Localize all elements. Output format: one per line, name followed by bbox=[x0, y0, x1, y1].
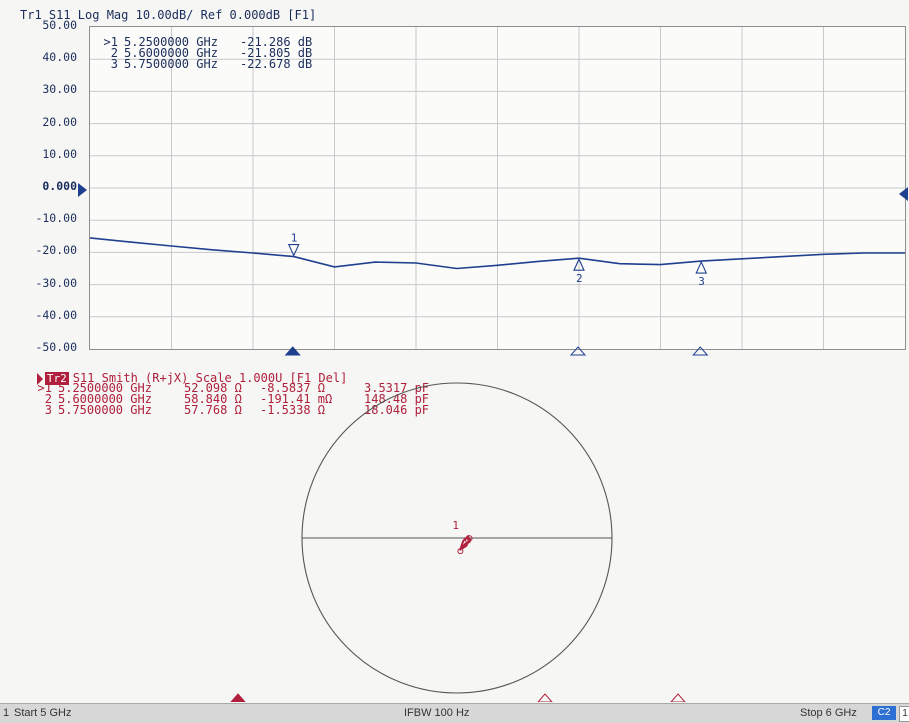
trace1-marker-indicators bbox=[284, 346, 709, 356]
y-tick-label: -50.00 bbox=[35, 340, 77, 354]
y-tick-label: 10.00 bbox=[42, 146, 77, 161]
smith-marker-2-position-icon[interactable] bbox=[537, 693, 553, 702]
svg-text:2: 2 bbox=[576, 272, 583, 285]
trace2-marker-row: >1 5.2500000 GHz 52.098 Ω -8.5837 Ω 3.5317 p… bbox=[30, 381, 430, 395]
trace1-title[interactable]: Tr1 S11 Log Mag 10.00dB/ Ref 0.000dB [F1… bbox=[20, 8, 317, 22]
marker-id: 3 bbox=[110, 57, 118, 71]
smith-marker-3-position-icon[interactable] bbox=[670, 693, 686, 702]
marker-id: 2 bbox=[110, 46, 118, 60]
marker-id: 3 bbox=[44, 403, 52, 417]
marker-x: -8.5837 Ω bbox=[260, 381, 326, 395]
marker-r: 52.098 Ω bbox=[184, 381, 242, 395]
tr2-active-icon bbox=[36, 372, 43, 385]
y-tick-label: 30.00 bbox=[42, 82, 77, 97]
marker-value: -21.286 dB bbox=[240, 35, 313, 49]
y-tick-label: -20.00 bbox=[35, 243, 77, 258]
trace2-marker-row: 3 5.7500000 GHz 57.768 Ω -1.5338 Ω 18.046 pF bbox=[30, 403, 429, 417]
trace1-marker-2[interactable]: 2 bbox=[573, 257, 585, 285]
trace1-marker-row: 3 5.7500000 GHz -22.678 dB bbox=[96, 57, 313, 71]
y-tick-label: 0.000 bbox=[42, 179, 77, 193]
marker-freq: 5.7500000 GHz bbox=[124, 57, 218, 71]
marker-3-position-icon[interactable] bbox=[692, 346, 709, 356]
marker-c: 148.48 pF bbox=[364, 392, 430, 406]
trace1-marker-1[interactable]: 1 bbox=[287, 232, 300, 257]
trace2-marker-table: >1 5.2500000 GHz 52.098 Ω -8.5837 Ω 3.5317 p… bbox=[30, 381, 430, 417]
smith-marker-1-position-icon[interactable] bbox=[230, 693, 246, 702]
trace2-marker-1[interactable]: 1 bbox=[452, 519, 464, 555]
marker-freq: 5.6000000 GHz bbox=[124, 46, 218, 60]
marker-freq: 5.2500000 GHz bbox=[58, 381, 152, 395]
marker-c: 3.5317 pF bbox=[364, 381, 430, 395]
smith-chart[interactable]: 1 bbox=[0, 372, 909, 702]
ifbw-setting[interactable]: IFBW 100 Hz bbox=[404, 707, 470, 719]
marker-value: -22.678 dB bbox=[240, 57, 313, 71]
y-tick-label: -40.00 bbox=[35, 307, 77, 322]
logmag-plot: 12 3 bbox=[90, 27, 905, 349]
trace1-marker-3[interactable]: 3 bbox=[695, 260, 708, 288]
trace2-title-text: S11 Smith (R+jX) Scale 1.000U [F1 Del] bbox=[72, 371, 348, 385]
marker-freq: 5.6000000 GHz bbox=[58, 392, 152, 406]
marker-id: 2 bbox=[44, 392, 52, 406]
marker-id: >1 bbox=[37, 381, 52, 395]
channel-indicator-button[interactable]: 1 bbox=[899, 706, 909, 722]
start-frequency[interactable]: Start 5 GHz bbox=[14, 707, 72, 719]
trace2-badge: Tr2 bbox=[44, 372, 69, 385]
marker-freq: 5.7500000 GHz bbox=[58, 403, 152, 417]
svg-text:3: 3 bbox=[698, 275, 705, 288]
channel-number[interactable]: 1 bbox=[3, 707, 10, 719]
marker-1-position-icon[interactable] bbox=[284, 346, 301, 356]
y-tick-label: 50.00 bbox=[42, 18, 77, 32]
trace1-marker-table: >1 5.2500000 GHz -21.286 dB 2 5.6000000 GHz -… bbox=[96, 35, 313, 71]
stop-frequency[interactable]: Stop 6 GHz bbox=[800, 707, 857, 719]
y-tick-label: -30.00 bbox=[35, 275, 77, 290]
y-tick-label: 20.00 bbox=[42, 114, 77, 129]
marker-r: 57.768 Ω bbox=[184, 403, 242, 417]
s11-logmag-trace bbox=[90, 237, 905, 270]
ref-arrow-left-icon[interactable] bbox=[78, 183, 88, 197]
marker-2-position-icon[interactable] bbox=[569, 346, 587, 356]
y-tick-label: -10.00 bbox=[35, 211, 77, 226]
trace2-marker-3[interactable] bbox=[465, 537, 472, 544]
status-bar: 1 Start 5 GHz IFBW 100 Hz Stop 6 GHz C2 … bbox=[0, 703, 909, 723]
marker-r: 58.840 Ω bbox=[184, 392, 242, 406]
trace1-marker-row: 2 5.6000000 GHz -21.805 dB bbox=[96, 46, 313, 60]
svg-text:1: 1 bbox=[291, 232, 298, 245]
trace1-marker-row: >1 5.2500000 GHz -21.286 dB bbox=[96, 35, 313, 49]
trace2-marker-row: 2 5.6000000 GHz 58.840 Ω -191.41 mΩ 148.48 p… bbox=[30, 392, 430, 406]
trace2-title[interactable]: Tr2 S11 Smith (R+jX) Scale 1.000U [F1 Del… bbox=[8, 357, 347, 399]
marker-id: >1 bbox=[103, 35, 118, 49]
marker-x: -191.41 mΩ bbox=[260, 392, 333, 406]
svg-text:1: 1 bbox=[452, 519, 459, 532]
ref-arrow-right-icon[interactable] bbox=[899, 187, 909, 201]
marker-x: -1.5338 Ω bbox=[260, 403, 326, 417]
marker-value: -21.805 dB bbox=[240, 46, 313, 60]
y-tick-label: 40.00 bbox=[42, 50, 77, 65]
marker-freq: 5.2500000 GHz bbox=[124, 35, 218, 49]
channel2-button[interactable]: C2 bbox=[872, 706, 896, 720]
